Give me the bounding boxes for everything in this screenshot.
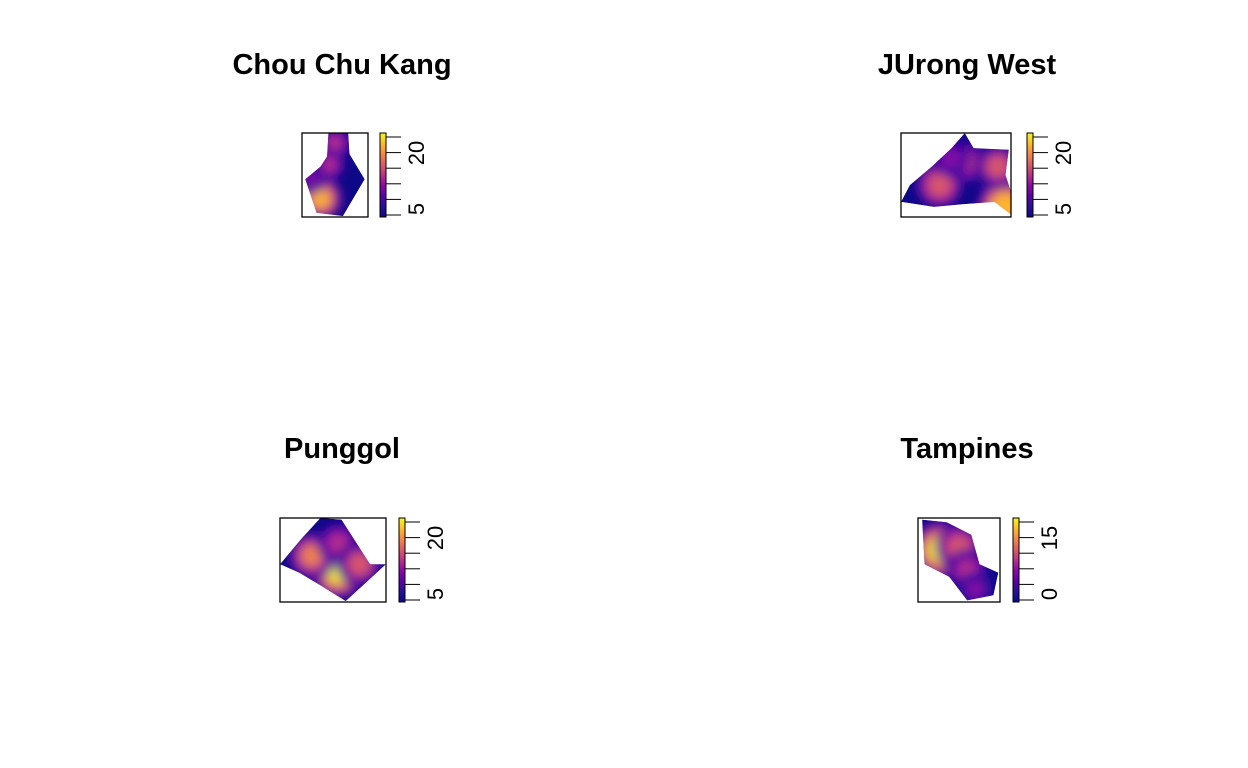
density-hotspot <box>328 533 348 553</box>
panel-title: JUrong West <box>877 49 1057 81</box>
legend-label: 5 <box>423 588 448 600</box>
legend-label: 20 <box>404 141 429 165</box>
legend-label: 5 <box>1051 203 1076 215</box>
legend-label: 0 <box>1037 588 1062 600</box>
density-hotspot <box>301 545 323 567</box>
legend-label: 15 <box>1037 526 1062 550</box>
density-hotspot <box>992 194 1011 215</box>
legend-colorbar <box>1026 132 1034 218</box>
legend-colorbar <box>379 132 387 218</box>
legend-colorbar <box>1012 517 1020 603</box>
district-density-surface <box>305 133 365 217</box>
density-hotspot <box>305 172 319 186</box>
plot-frame <box>917 517 1001 603</box>
density-hotspot <box>322 158 337 172</box>
district-density-surface <box>901 133 1011 215</box>
density-hotspot <box>967 581 984 598</box>
density-hotspot <box>987 156 1008 177</box>
panel-title: Punggol <box>284 433 400 465</box>
legend-label: 20 <box>423 526 448 550</box>
density-hotspot <box>349 554 370 575</box>
panel-title: Tampines <box>900 433 1034 465</box>
district-density-surface <box>280 518 386 602</box>
panel-chou-chu-kang: Chou Chu Kang 5 20 <box>0 0 624 384</box>
district-density-surface <box>922 519 999 601</box>
density-hotspot <box>310 188 331 209</box>
panel-title: Chou Chu Kang <box>232 49 452 81</box>
legend-label: 5 <box>404 203 429 215</box>
heatmap-plot: 5 20 <box>900 132 1076 218</box>
heatmap-plot: 5 20 <box>301 132 429 218</box>
panel-jurong-west: JUrong West 5 20 <box>624 0 1248 384</box>
panel-tampines: Tampines 0 15 <box>624 384 1248 768</box>
density-hotspots <box>922 520 994 601</box>
density-hotspot <box>942 149 959 167</box>
heatmap-plot: 0 15 <box>917 517 1062 603</box>
density-hotspot <box>327 135 343 151</box>
density-hotspot <box>928 174 951 196</box>
legend-label: 20 <box>1051 141 1076 165</box>
plot-frame <box>279 517 387 603</box>
density-hotspots <box>287 521 383 600</box>
plot-frame <box>900 132 1012 218</box>
heatmap-plot: 5 20 <box>279 517 448 603</box>
panel-punggol: Punggol 5 20 <box>0 384 624 768</box>
legend-colorbar <box>398 517 406 603</box>
plot-frame <box>301 132 369 218</box>
